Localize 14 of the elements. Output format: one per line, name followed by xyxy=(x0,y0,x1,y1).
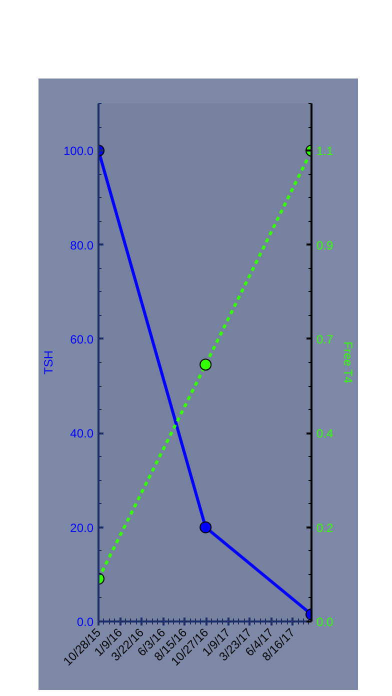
y2-tick-label: 0.2 xyxy=(316,520,334,535)
y-axis-title: TSH xyxy=(41,350,56,374)
y-tick-label: 100.0 xyxy=(63,144,94,158)
y2-axis-title: Free T4 xyxy=(341,341,356,384)
y-tick-label: 0.0 xyxy=(76,615,94,629)
y2-tick-label: 1.1 xyxy=(316,144,334,158)
y-tick-label: 20.0 xyxy=(70,520,94,535)
y2-tick-label: 0.9 xyxy=(316,238,334,252)
y-tick-label: 40.0 xyxy=(70,426,94,441)
y2-tick-label: 0.4 xyxy=(316,426,334,441)
y2-tick-label: 0.7 xyxy=(316,332,334,346)
y2-tick-label: 0.0 xyxy=(316,615,334,629)
y-tick-label: 80.0 xyxy=(70,238,94,252)
y-tick-label: 60.0 xyxy=(70,332,94,346)
